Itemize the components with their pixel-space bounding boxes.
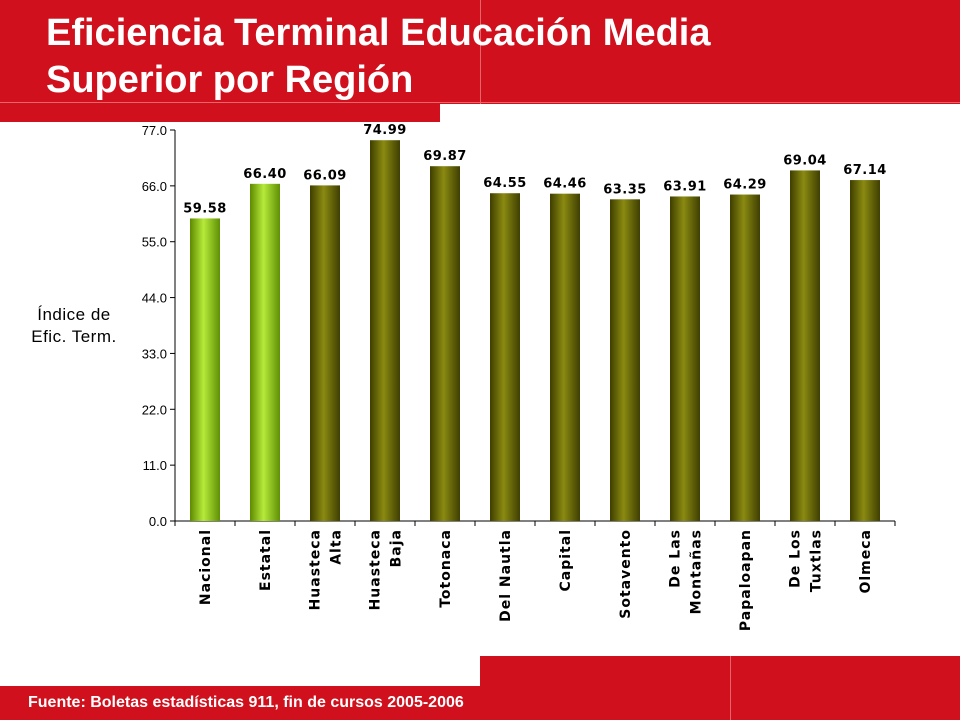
source-note: Fuente: Boletas estadísticas 911, fin de… (28, 694, 464, 711)
banner-rule (0, 102, 960, 103)
value-label: 64.55 (483, 176, 527, 191)
bar (490, 193, 520, 521)
bar (190, 218, 220, 521)
y-tick-label: 77.0 (142, 123, 167, 138)
category-labels: Nacional Estatal Huasteca Alta Huasteca Baja T… (198, 529, 874, 631)
category-label: Estatal (258, 529, 274, 591)
banner-cutout (440, 104, 960, 122)
bar (730, 194, 760, 521)
category-label: Huasteca Baja (368, 529, 405, 610)
y-tick-label: 11.0 (143, 458, 167, 473)
value-label: 66.09 (303, 168, 347, 183)
category-label: Del Nautla (498, 529, 514, 622)
category-label: Sotavento (618, 529, 634, 619)
bar (250, 183, 280, 521)
y-tick-label: 0.0 (149, 514, 167, 529)
category-label: Papaloapan (738, 529, 754, 631)
bar (850, 180, 880, 522)
footer-band (480, 656, 960, 686)
bar (430, 166, 460, 522)
value-label: 59.58 (183, 201, 227, 216)
slide-title: Eficiencia Terminal Educación Media Supe… (46, 12, 711, 101)
y-tick-label: 33.0 (142, 346, 167, 361)
bar (790, 170, 820, 521)
category-label: Capital (558, 529, 574, 591)
y-tick-label: 22.0 (142, 402, 167, 417)
value-label: 64.29 (723, 178, 767, 193)
y-axis-label: Índice de Efic. Term. (31, 305, 116, 346)
bar (550, 193, 580, 522)
y-tick-label: 55.0 (142, 235, 167, 250)
bar (310, 185, 340, 521)
title-banner: Eficiencia Terminal Educación Media Supe… (0, 0, 960, 122)
banner-divider (480, 0, 481, 122)
bar (670, 196, 700, 521)
y-tick-label: 44.0 (142, 291, 167, 306)
value-label: 64.46 (543, 177, 587, 192)
y-tick-label: 66.0 (142, 179, 167, 194)
bar-series (190, 140, 880, 522)
value-label: 74.99 (363, 123, 407, 138)
value-label: 69.04 (783, 153, 827, 168)
y-axis: 0.0 11.0 22.0 33.0 44.0 55.0 66.0 77.0 (142, 123, 176, 529)
value-label: 69.87 (423, 149, 467, 164)
category-label: De Los Tuxtlas (788, 529, 825, 592)
category-label: Olmeca (858, 529, 874, 594)
x-axis (174, 520, 896, 526)
footer-bar: Fuente: Boletas estadísticas 911, fin de… (0, 686, 960, 720)
value-labels: 59.58 66.40 66.09 74.99 69.87 64.55 64.46 63.35… (183, 123, 887, 216)
category-label: Huasteca Alta (308, 529, 345, 610)
value-label: 66.40 (243, 167, 287, 182)
bar (610, 199, 640, 521)
value-label: 67.14 (843, 163, 887, 178)
value-label: 63.35 (603, 182, 647, 197)
value-label: 63.91 (663, 179, 707, 194)
category-label: Nacional (198, 529, 214, 605)
category-label: Totonaca (438, 529, 454, 608)
category-label: De Las Montañas (668, 529, 705, 614)
footer-band-divider (730, 656, 731, 686)
bar (370, 140, 400, 522)
footer-divider (730, 686, 731, 720)
bar-chart: 0.0 11.0 22.0 33.0 44.0 55.0 66.0 77.0 59.58 66.… (31, 123, 896, 631)
